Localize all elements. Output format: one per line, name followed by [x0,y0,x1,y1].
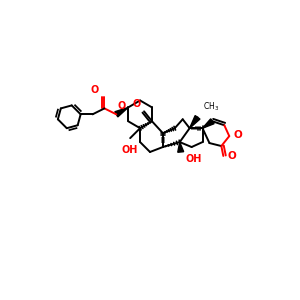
Text: O: O [90,85,98,94]
Polygon shape [178,142,184,152]
Text: OH: OH [186,154,202,164]
Polygon shape [202,119,214,128]
Text: CH$_3$: CH$_3$ [203,101,220,113]
Text: O: O [233,130,242,140]
Text: OH: OH [121,145,137,155]
Text: O: O [227,151,236,161]
Text: O: O [117,101,126,111]
Polygon shape [190,116,200,128]
Text: O: O [133,99,141,110]
Polygon shape [115,107,128,117]
